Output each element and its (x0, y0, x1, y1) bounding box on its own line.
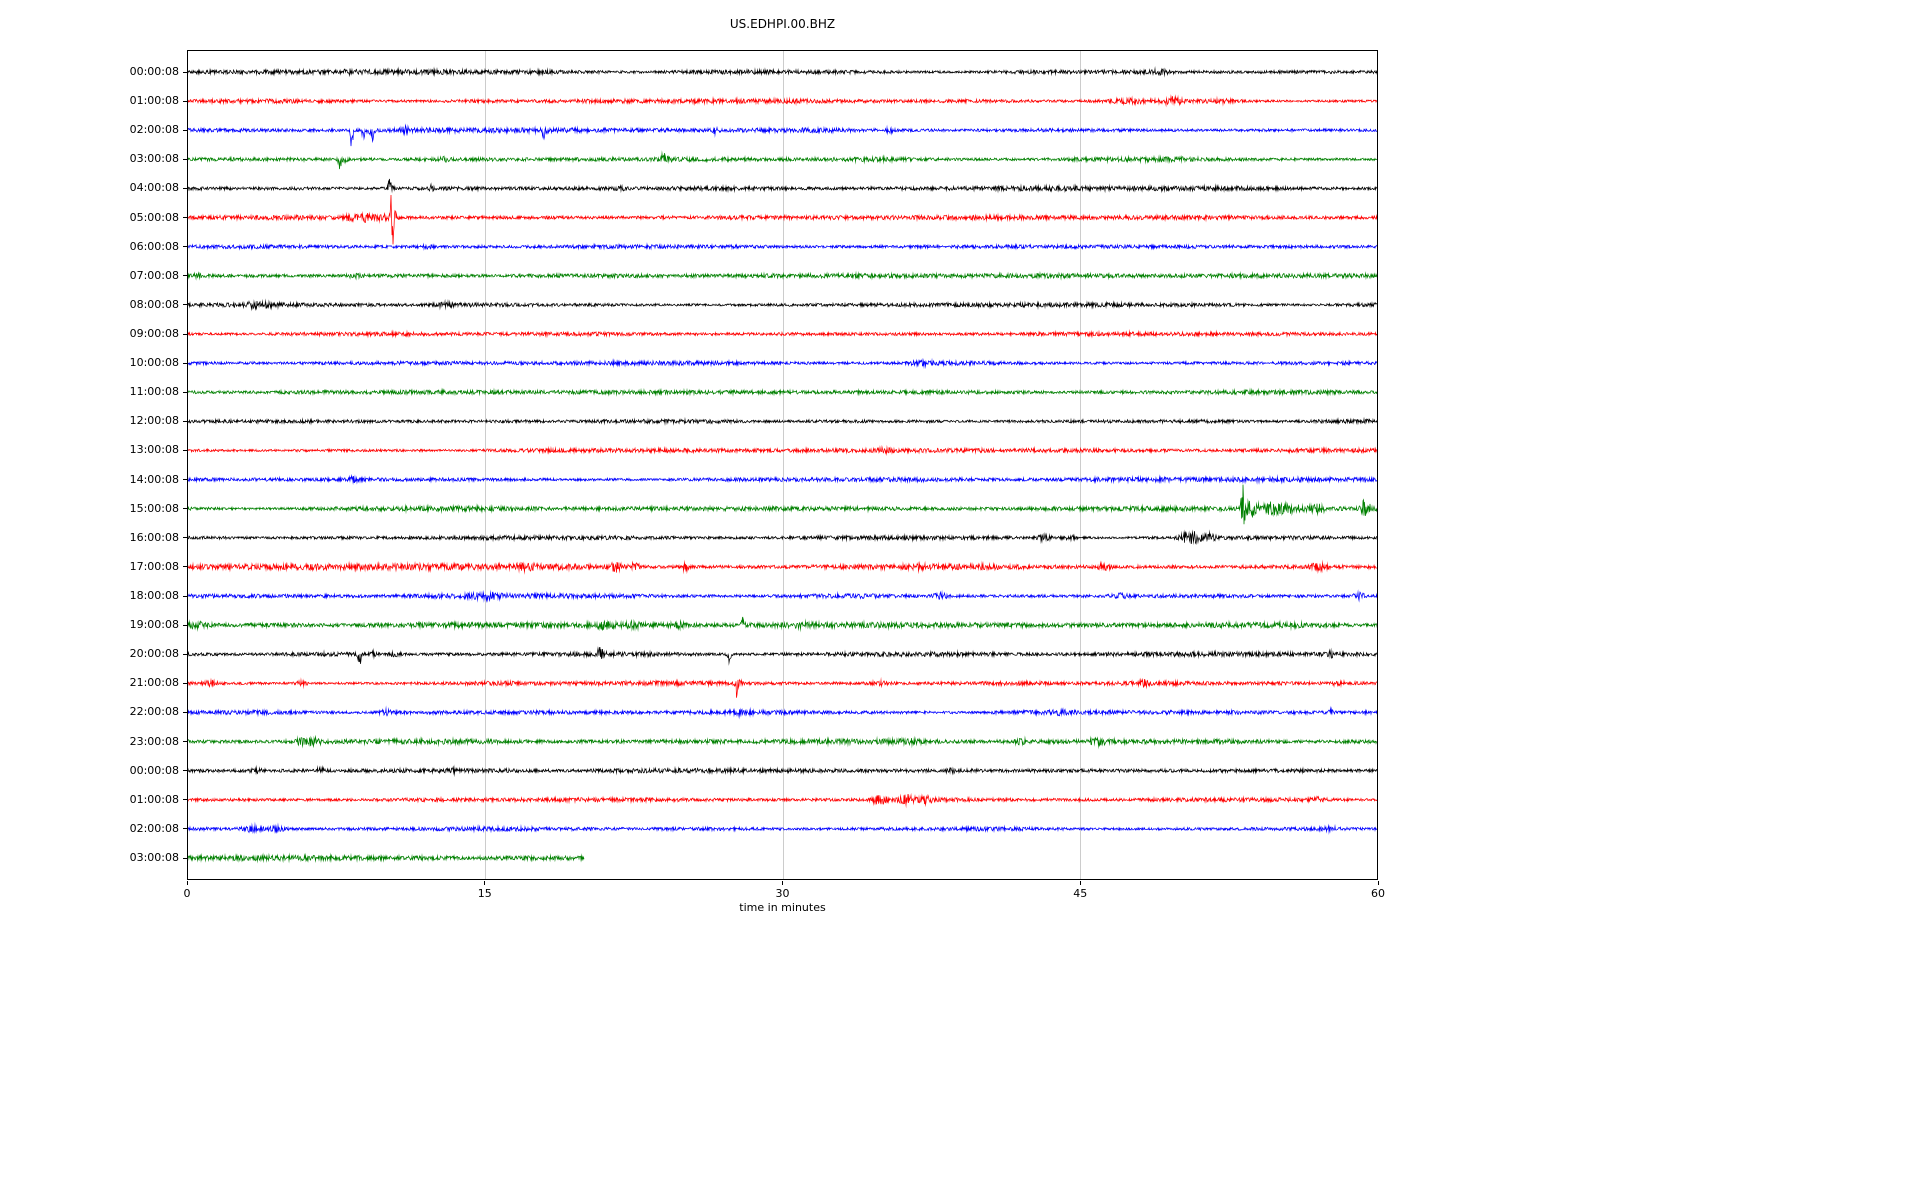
y-tick (183, 479, 187, 481)
x-tick (186, 881, 188, 885)
y-tick (183, 682, 187, 684)
y-tick (183, 158, 187, 160)
x-tick (1079, 881, 1081, 885)
y-axis-label: 14:00:08 (129, 472, 179, 486)
y-axis-label: 16:00:08 (129, 530, 179, 544)
y-tick (183, 799, 187, 801)
x-tick-label: 60 (1371, 887, 1385, 900)
y-axis-label: 22:00:08 (129, 705, 179, 719)
y-axis-label: 07:00:08 (129, 268, 179, 282)
y-axis-label: 03:00:08 (129, 851, 179, 864)
y-axis-label: 00:00:08 (129, 763, 179, 777)
x-tick-label: 30 (775, 887, 790, 900)
y-axis-label: 01:00:08 (129, 792, 179, 806)
x-tick-label: 15 (477, 887, 492, 900)
y-axis-label: 02:00:08 (129, 123, 179, 137)
y-tick (183, 333, 187, 335)
y-axis-label: 01:00:08 (129, 94, 179, 108)
y-tick (183, 537, 187, 539)
y-axis-label: 21:00:08 (129, 676, 179, 690)
y-axis-label: 03:00:08 (129, 152, 179, 166)
y-axis-label: 02:00:08 (129, 821, 179, 835)
y-tick (183, 828, 187, 830)
x-tick (782, 881, 783, 885)
y-tick (183, 595, 187, 597)
y-axis-label: 13:00:08 (129, 443, 179, 457)
waveform-canvas (187, 50, 1378, 880)
y-tick (183, 624, 187, 626)
y-axis-label: 20:00:08 (129, 647, 179, 661)
y-axis-label: 17:00:08 (129, 559, 179, 573)
x-tick-label: 45 (1073, 887, 1088, 900)
y-tick (183, 711, 187, 713)
y-tick (183, 566, 187, 568)
y-axis-label: 09:00:08 (129, 327, 179, 340)
y-tick (183, 129, 187, 131)
y-axis-label: 18:00:08 (129, 589, 179, 602)
x-tick-label: 0 (183, 887, 191, 900)
y-tick (183, 246, 187, 248)
y-tick (183, 508, 187, 510)
y-tick (183, 420, 187, 422)
y-tick (183, 741, 187, 743)
y-axis-label: 12:00:08 (129, 414, 179, 428)
chart-title: US.EDHPI.00.BHZ (729, 17, 836, 31)
y-tick (183, 449, 187, 451)
plot-area (187, 50, 1378, 880)
y-tick (183, 653, 187, 655)
y-axis-label: 15:00:08 (129, 501, 179, 515)
y-axis-label: 23:00:08 (129, 734, 179, 748)
y-axis-label: 00:00:08 (129, 65, 179, 78)
y-axis-label: 05:00:08 (129, 210, 179, 224)
y-tick (183, 217, 187, 219)
y-axis-label: 08:00:08 (129, 297, 179, 311)
y-axis-label: 04:00:08 (129, 181, 179, 195)
y-tick (183, 391, 187, 393)
y-tick (183, 770, 187, 772)
y-axis-label: 19:00:08 (129, 618, 179, 632)
y-axis-label: 10:00:08 (129, 356, 179, 370)
y-axis-label: 06:00:08 (129, 239, 179, 253)
y-tick (183, 304, 187, 306)
y-tick (183, 275, 187, 277)
y-axis-label: 11:00:08 (129, 385, 179, 399)
x-tick (1377, 881, 1379, 885)
y-tick (183, 857, 187, 859)
x-axis-label: time in minutes (739, 901, 826, 914)
y-tick (183, 71, 187, 73)
y-tick (183, 187, 187, 189)
y-tick (183, 100, 187, 102)
y-tick (183, 362, 187, 364)
x-tick (484, 881, 486, 885)
